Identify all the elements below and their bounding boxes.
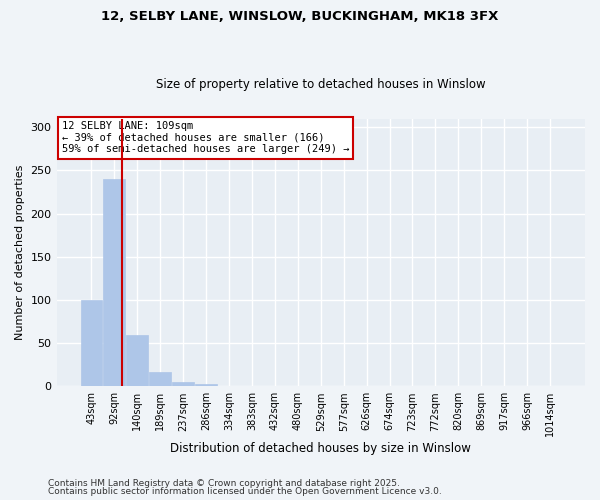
Text: Contains HM Land Registry data © Crown copyright and database right 2025.: Contains HM Land Registry data © Crown c… [48, 478, 400, 488]
Text: 12, SELBY LANE, WINSLOW, BUCKINGHAM, MK18 3FX: 12, SELBY LANE, WINSLOW, BUCKINGHAM, MK1… [101, 10, 499, 23]
Bar [80, 300, 103, 386]
Bar [172, 382, 194, 386]
Bar [103, 179, 125, 386]
Text: 12 SELBY LANE: 109sqm
← 39% of detached houses are smaller (166)
59% of semi-det: 12 SELBY LANE: 109sqm ← 39% of detached … [62, 121, 349, 154]
Bar [195, 384, 217, 386]
Title: Size of property relative to detached houses in Winslow: Size of property relative to detached ho… [156, 78, 485, 91]
Bar [149, 372, 171, 386]
X-axis label: Distribution of detached houses by size in Winslow: Distribution of detached houses by size … [170, 442, 471, 455]
Y-axis label: Number of detached properties: Number of detached properties [15, 165, 25, 340]
Text: Contains public sector information licensed under the Open Government Licence v3: Contains public sector information licen… [48, 487, 442, 496]
Bar [127, 334, 148, 386]
